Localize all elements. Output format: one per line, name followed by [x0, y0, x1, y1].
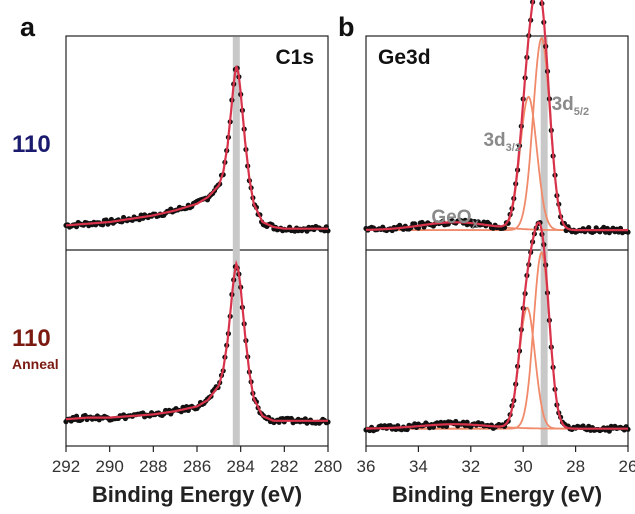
panel-b-title: Ge3d: [378, 46, 431, 69]
peak-label-subscript: 5/2: [574, 106, 589, 118]
fit-envelope: [65, 65, 328, 230]
x-tick-label: 286: [183, 457, 211, 476]
x-tick-label: 292: [52, 457, 80, 476]
panel-a-xlabel: Binding Energy (eV): [92, 482, 302, 507]
x-tick-label: 26: [619, 457, 635, 476]
x-tick-label: 280: [314, 457, 342, 476]
x-tick-label: 28: [566, 457, 585, 476]
x-tick-label: 290: [95, 457, 123, 476]
panel-a-frame: [65, 35, 329, 447]
panel-a-title: C1s: [275, 46, 314, 69]
row-sublabel-bottom: Anneal: [12, 356, 59, 372]
component-peak-3d32: [366, 306, 628, 430]
x-tick-label: 288: [139, 457, 167, 476]
peak-label-subscript: X: [471, 219, 479, 231]
peak-label: 3d3/2: [483, 130, 520, 154]
panel-a-letter: a: [20, 12, 36, 42]
component-peak-3d52: [366, 251, 628, 430]
fit-envelope: [365, 0, 628, 232]
fit-envelope: [65, 259, 328, 422]
panel-b-letter: b: [338, 12, 355, 42]
panel-b-plot-layer: 36 34 32 30 28 26 GeOX 3d3/2 3d5/2: [357, 0, 635, 476]
data-point: [453, 418, 459, 425]
peak-label: 3d5/2: [552, 94, 589, 118]
row-label-bottom: 110: [12, 325, 51, 352]
peak-label-subscript: 3/2: [506, 142, 521, 154]
x-tick-label: 36: [357, 457, 376, 476]
x-tick-label: 30: [514, 457, 533, 476]
data-point: [586, 225, 592, 231]
panel-a-c1s: C1s: [65, 35, 329, 447]
panel-a-plot-layer: 292 290 288 286 284 282 280: [52, 37, 342, 476]
panel-b-frame: [365, 35, 629, 447]
x-tick-label: 32: [461, 457, 480, 476]
panel-b-xlabel: Binding Energy (eV): [392, 482, 602, 507]
fit-envelope: [366, 221, 628, 430]
x-tick-label: 34: [409, 457, 428, 476]
row-label-top: 110: [12, 131, 51, 158]
panel-b-ge3d: Ge3d: [365, 35, 629, 447]
x-tick-label: 282: [270, 457, 298, 476]
x-tick-label: 284: [226, 457, 254, 476]
peak-label: GeOX: [431, 207, 479, 231]
